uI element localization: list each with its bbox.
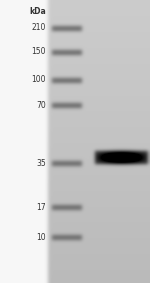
Text: 210: 210	[32, 23, 46, 33]
Text: kDa: kDa	[29, 8, 46, 16]
Text: 70: 70	[36, 100, 46, 110]
Text: 35: 35	[36, 158, 46, 168]
Text: 100: 100	[32, 76, 46, 85]
Text: 17: 17	[36, 203, 46, 211]
Text: 150: 150	[32, 48, 46, 57]
Text: 10: 10	[36, 233, 46, 241]
